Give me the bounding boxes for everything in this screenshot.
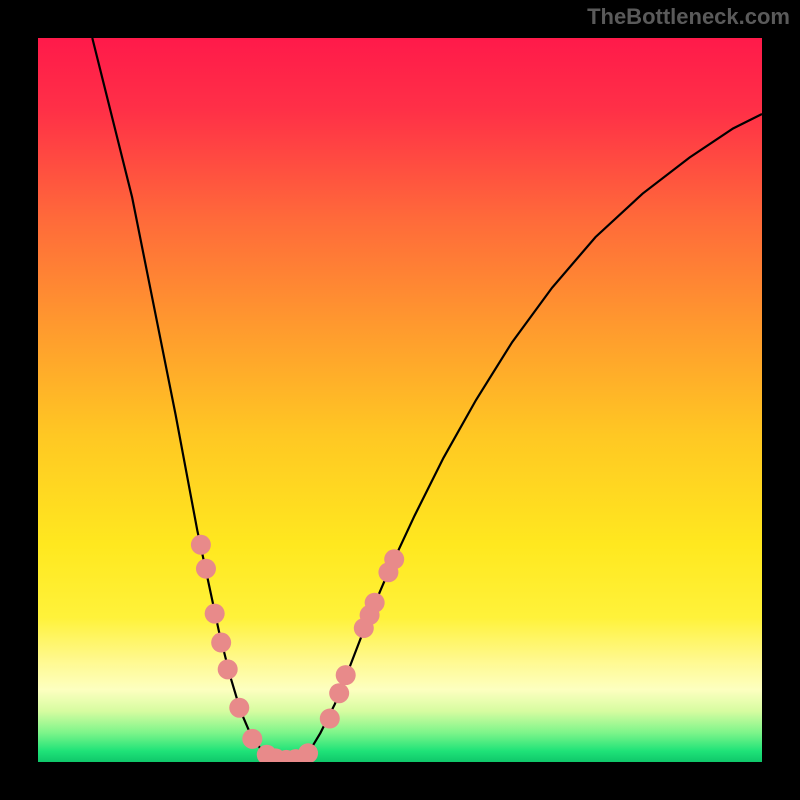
right-curve <box>299 114 762 758</box>
marker-point <box>211 633 231 653</box>
marker-point <box>242 729 262 749</box>
marker-point <box>205 604 225 624</box>
marker-point <box>229 698 249 718</box>
marker-point <box>336 665 356 685</box>
watermark-text: TheBottleneck.com <box>587 4 790 30</box>
curve-layer <box>38 38 762 762</box>
marker-point <box>384 549 404 569</box>
marker-point <box>320 709 340 729</box>
marker-point <box>329 683 349 703</box>
marker-point <box>365 593 385 613</box>
marker-point <box>191 535 211 555</box>
marker-point <box>196 559 216 579</box>
marker-group <box>191 535 404 762</box>
plot-area <box>38 38 762 762</box>
left-curve <box>92 38 273 758</box>
marker-point <box>298 743 318 762</box>
marker-point <box>218 659 238 679</box>
